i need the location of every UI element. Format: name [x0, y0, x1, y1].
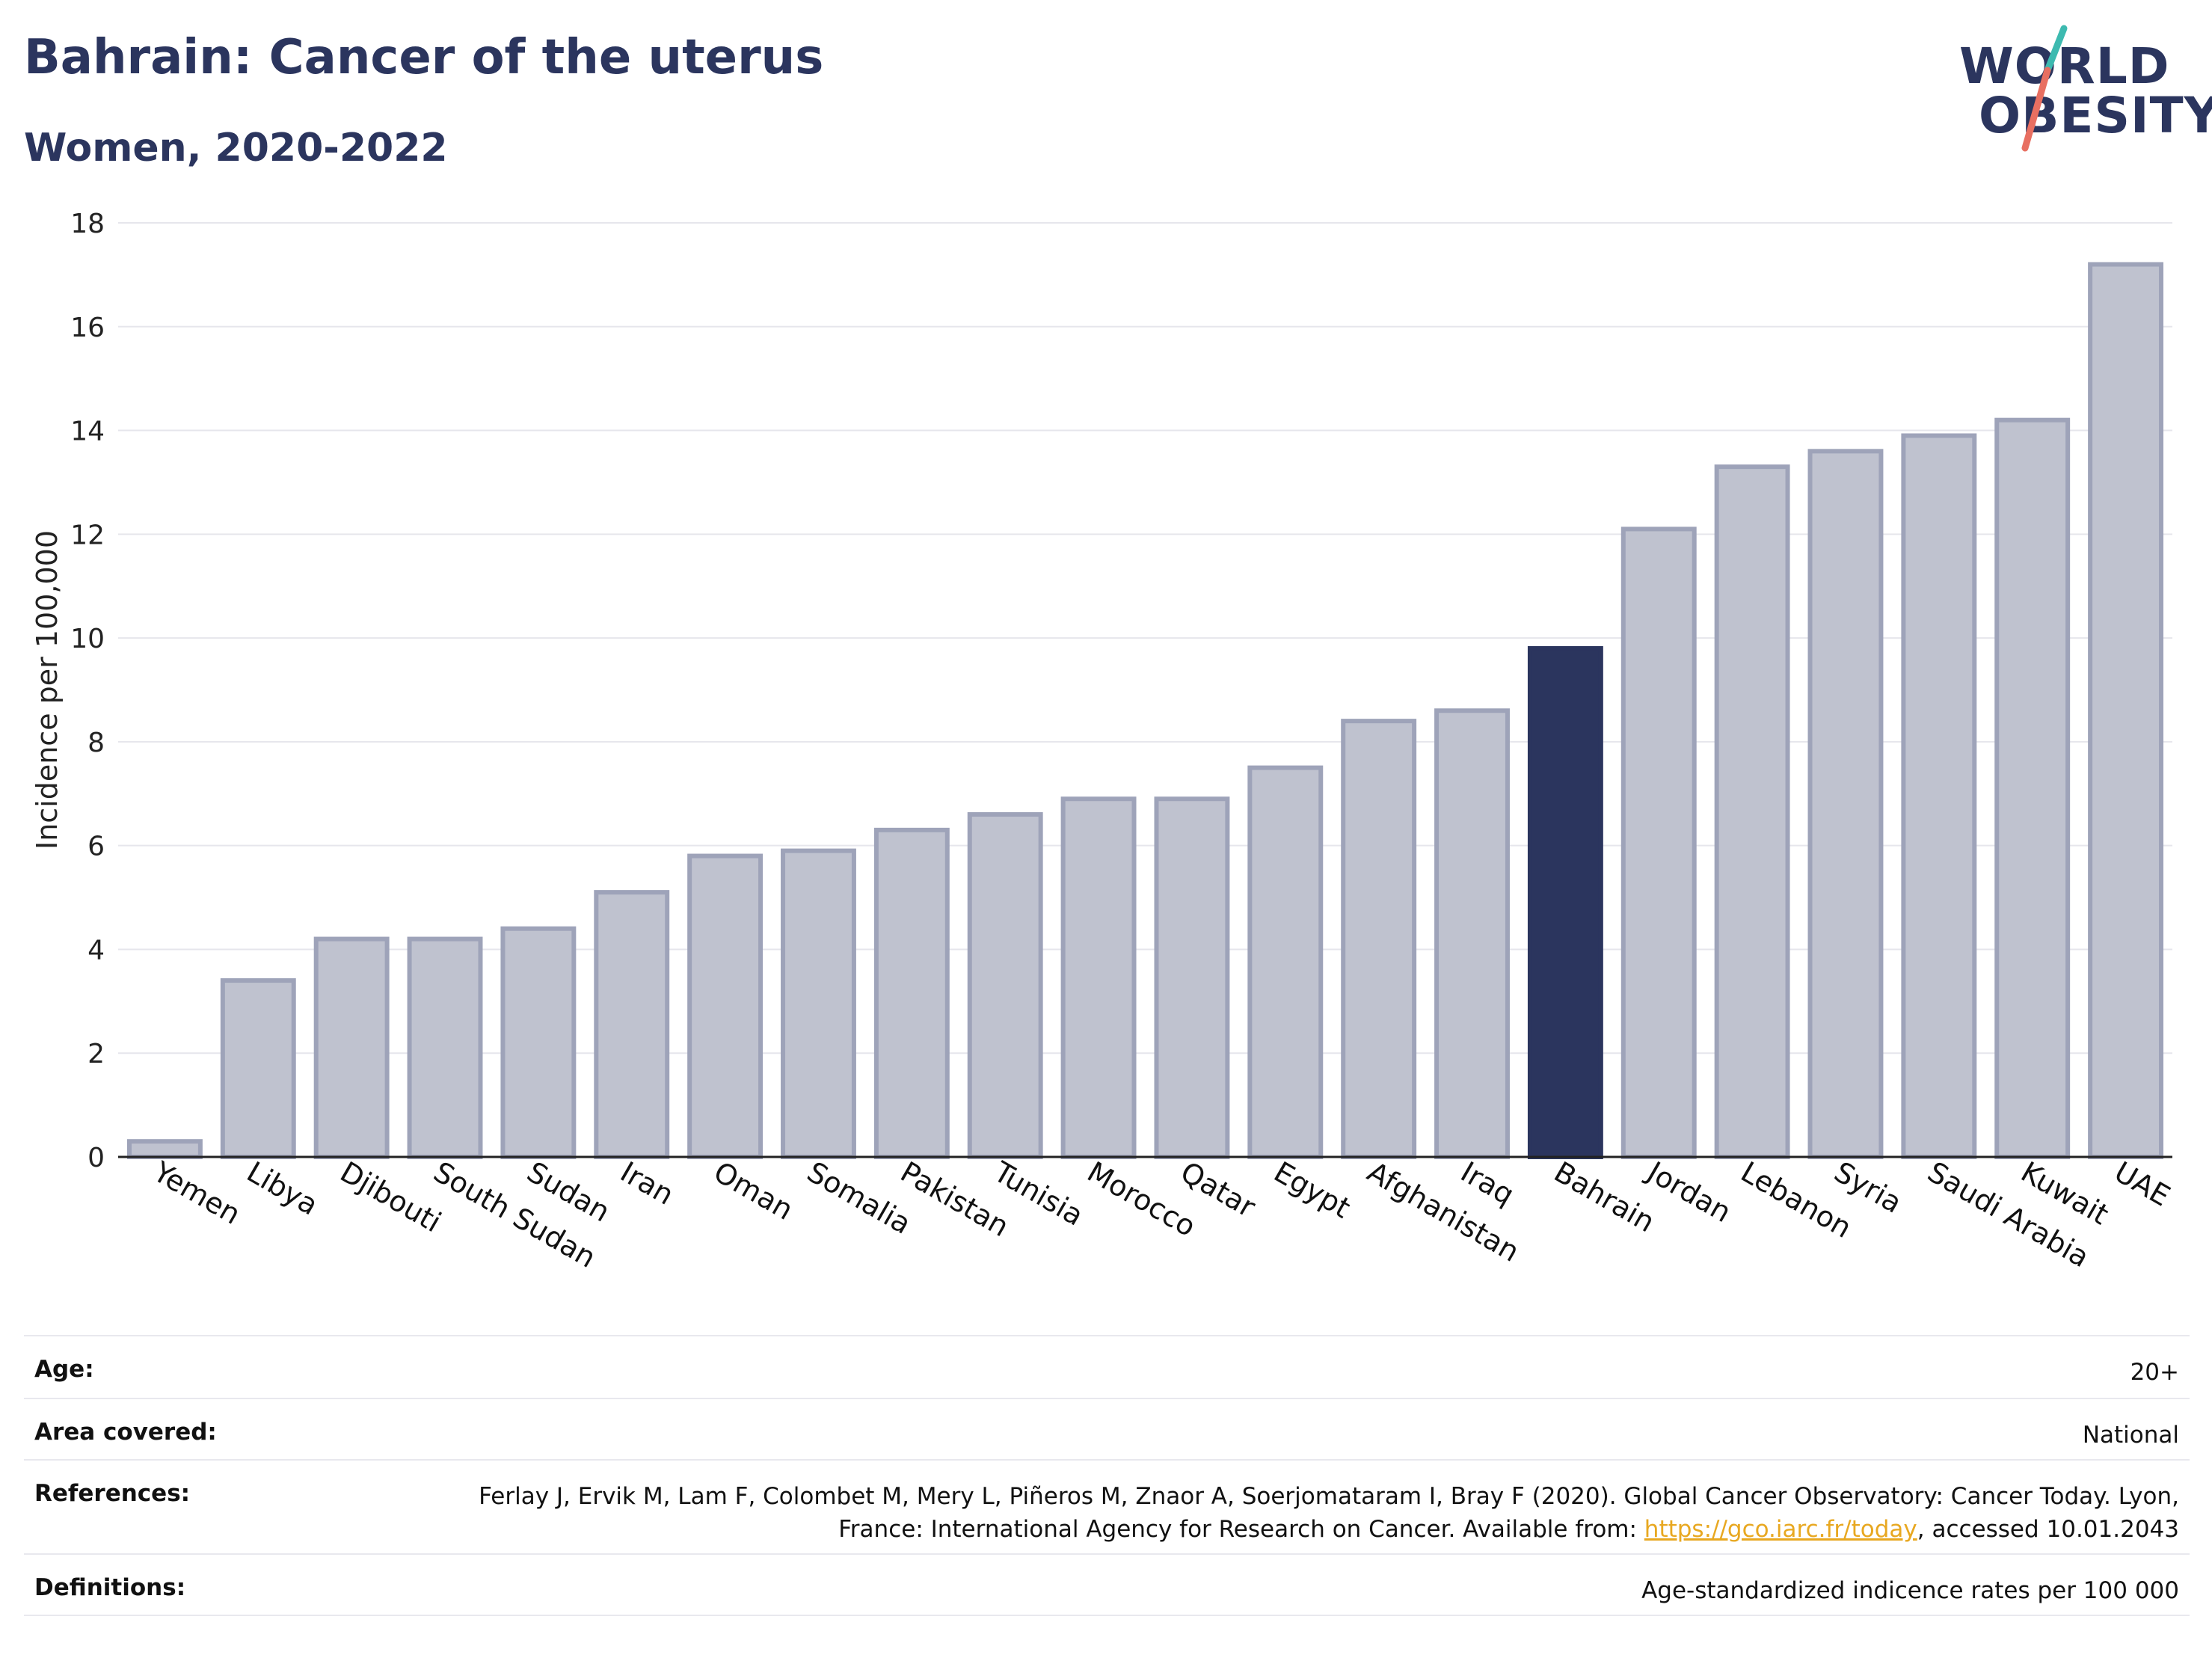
age-label: Age: [34, 1356, 94, 1383]
bar [1901, 433, 1977, 1159]
bar [1341, 719, 1417, 1159]
x-tick-label: Iran [615, 1155, 679, 1212]
bar [1527, 645, 1603, 1159]
y-tick-label: 12 [70, 520, 105, 550]
page-subtitle: Women, 2020-2022 [24, 126, 448, 171]
age-value: 20+ [2130, 1359, 2179, 1386]
bar [594, 890, 670, 1159]
bar [1247, 765, 1324, 1159]
bar [873, 827, 950, 1159]
bar [1434, 708, 1510, 1159]
references-accessed: , accessed 10.01.2043 [1917, 1516, 2179, 1543]
references-link[interactable]: https://gco.iarc.fr/today [1644, 1516, 1917, 1543]
info-row-definitions: Definitions: Age-standardized indicence … [24, 1553, 2190, 1616]
references-value: Ferlay J, Ervik M, Lam F, Colombet M, Me… [459, 1480, 2179, 1546]
definitions-label: Definitions: [34, 1574, 186, 1601]
y-tick-label: 14 [70, 417, 105, 447]
y-axis-label: Incidence per 100,000 [31, 530, 64, 850]
y-tick-label: 4 [87, 935, 105, 965]
y-tick-label: 10 [70, 624, 105, 654]
x-tick-label: Egypt [1268, 1155, 1356, 1225]
x-tick-label: Libya [242, 1155, 324, 1222]
references-text: Ferlay J, Ervik M, Lam F, Colombet M, Me… [479, 1483, 2179, 1543]
definitions-value: Age-standardized indicence rates per 100… [1641, 1577, 2179, 1604]
info-row-area: Area covered: National [24, 1398, 2190, 1459]
bar [407, 936, 483, 1159]
bar [1994, 417, 2071, 1159]
x-tick-label: UAE [2109, 1155, 2175, 1213]
bar [313, 936, 390, 1159]
y-tick-label: 2 [87, 1039, 105, 1069]
bar [967, 812, 1043, 1159]
y-tick-label: 0 [87, 1143, 105, 1173]
references-label: References: [34, 1480, 191, 1507]
x-tick-label: Saudi Arabia [1922, 1155, 2095, 1274]
x-tick-label: Iraq [1455, 1155, 1520, 1212]
x-tick-label: Yemen [147, 1155, 246, 1231]
y-tick-label: 6 [87, 832, 105, 862]
bar [1154, 796, 1230, 1159]
x-tick-label: Somalia [802, 1155, 917, 1241]
x-tick-label: Oman [708, 1155, 799, 1226]
y-tick-label: 18 [70, 209, 105, 239]
logo-line-1: WORLD [1959, 37, 2170, 95]
y-tick-label: 16 [70, 313, 105, 343]
logo-slash-icon [2021, 25, 2068, 152]
bar-chart: 0 2 4 6 8 10 12 14 16 18 Incidence per 100,000 Yeme… [31, 209, 2175, 1274]
bar [1060, 796, 1137, 1159]
page-title: Bahrain: Cancer of the uterus [24, 30, 824, 85]
x-tick-label: Bahrain [1549, 1155, 1660, 1239]
bar [687, 853, 764, 1159]
bar [500, 926, 577, 1159]
bar [1807, 449, 1884, 1159]
info-table: Age: 20+ Area covered: National Referenc… [24, 1335, 2190, 1616]
bar [1714, 464, 1790, 1159]
world-obesity-logo: WORLD OBESITY [1944, 22, 2212, 165]
area-value: National [2082, 1422, 2179, 1449]
info-row-age: Age: 20+ [24, 1335, 2190, 1398]
bar [220, 978, 296, 1159]
area-label: Area covered: [34, 1419, 217, 1446]
bar [2088, 262, 2164, 1159]
logo-line-2: OBESITY [1979, 87, 2212, 144]
bar [781, 848, 856, 1159]
bar [1620, 526, 1697, 1159]
y-tick-label: 8 [87, 728, 105, 758]
info-row-references: References: Ferlay J, Ervik M, Lam F, Co… [24, 1459, 2190, 1553]
x-tick-label: Djibouti [335, 1155, 447, 1239]
